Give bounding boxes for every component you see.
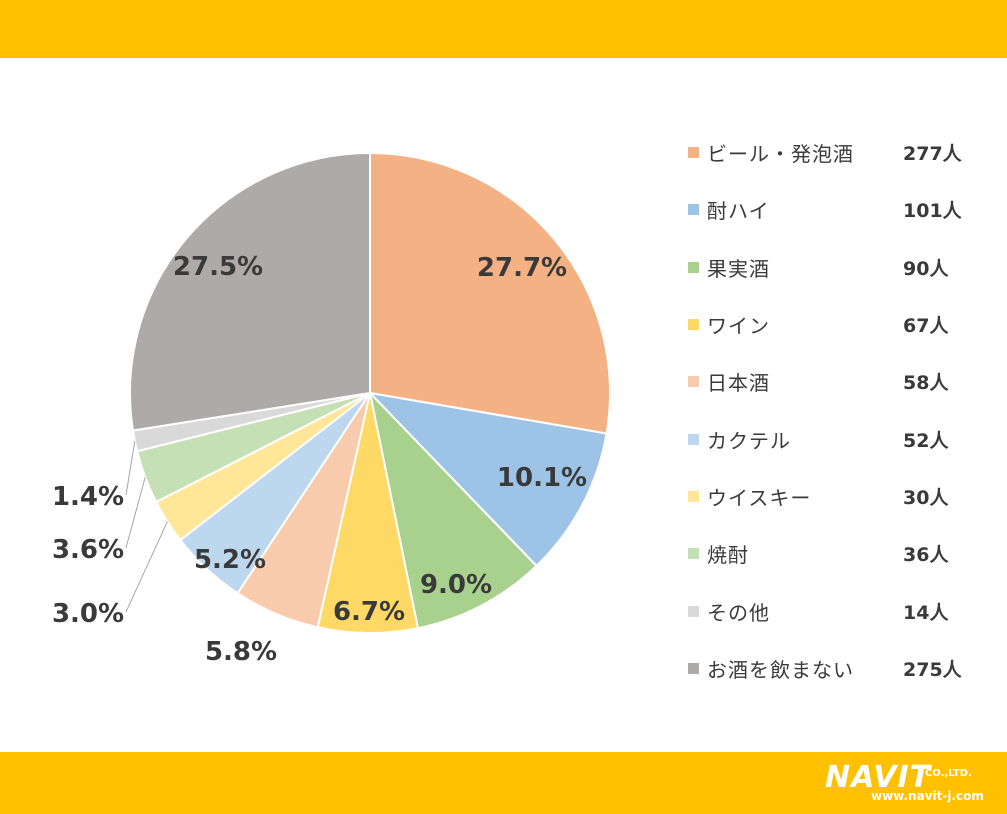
legend-swatch [688,662,699,674]
pie-slice [129,151,371,432]
pie-slice [369,151,611,435]
leader-line [125,476,146,549]
legend-label: 酎ハイ [707,199,770,224]
bottom-band [0,752,1007,814]
legend-count: 30人 [903,486,949,509]
slice-label: 9.0% [420,570,492,600]
slice-labels: 27.7% 10.1% 9.0% 6.7% 5.8% 5.2% 3.0% 3.6% 1.4% 27… [52,252,587,667]
legend-item: ウイスキー 30人 [688,468,988,525]
slice-label: 10.1% [497,463,587,493]
legend-swatch [688,548,699,560]
legend-item: 焼酎 36人 [688,525,988,582]
leader-lines [125,440,168,613]
legend-count: 275人 [903,658,962,681]
legend-label: その他 [707,600,770,625]
logo-name: NAVIT [825,760,932,795]
legend-item: その他 14人 [688,582,988,639]
slice-label: 3.6% [52,535,124,565]
pie-slice [367,391,608,568]
company-logo: NAVIT CO.,LTD. www.navit-j.com [825,760,995,806]
slice-label: 27.5% [173,252,263,282]
legend-label: 果実酒 [707,256,770,281]
legend-item: カクテル 52人 [688,410,988,467]
legend-label: カクテル [707,428,791,453]
legend-item: お酒を飲まない 275人 [688,640,988,697]
legend-count: 90人 [903,257,949,280]
legend-count: 14人 [903,601,949,624]
slice-label: 6.7% [333,597,405,627]
leader-line [125,521,168,613]
legend-swatch [688,490,699,502]
legend-item: 酎ハイ 101人 [688,181,988,238]
legend-item: 日本酒 58人 [688,353,988,410]
slice-label: 3.0% [52,599,124,629]
legend: ビール・発泡酒 277人酎ハイ 101人果実酒 90人ワイン 67人日本酒 58人カクテル… [688,124,988,697]
legend-swatch [688,204,699,216]
legend-label: ワイン [707,314,770,339]
logo-url: www.navit-j.com [871,789,984,803]
top-band [0,0,1007,58]
legend-swatch [688,605,699,617]
legend-count: 36人 [903,544,949,567]
legend-count: 52人 [903,429,949,452]
legend-item: ビール・発泡酒 277人 [688,124,988,181]
slice-label: 1.4% [52,482,124,512]
slice-label: 27.7% [477,253,567,283]
leader-line [125,440,136,496]
legend-swatch [688,319,699,331]
legend-swatch [688,433,699,445]
legend-item: ワイン 67人 [688,296,988,353]
legend-count: 101人 [903,200,962,223]
legend-label: お酒を飲まない [707,657,854,682]
logo-suffix: CO.,LTD. [925,768,972,779]
legend-swatch [688,261,699,273]
legend-label: 日本酒 [707,371,770,396]
legend-label: 焼酎 [707,543,749,568]
legend-count: 277人 [903,143,962,166]
legend-label: ウイスキー [707,485,812,510]
pie-slices [129,151,611,634]
legend-item: 果実酒 90人 [688,239,988,296]
slice-label: 5.8% [205,637,277,667]
pie-slice [368,389,538,630]
legend-swatch [688,376,699,388]
legend-label: ビール・発泡酒 [707,142,854,167]
legend-count: 67人 [903,315,949,338]
slice-label: 5.2% [194,545,266,575]
legend-swatch [688,147,699,159]
legend-count: 58人 [903,372,949,395]
